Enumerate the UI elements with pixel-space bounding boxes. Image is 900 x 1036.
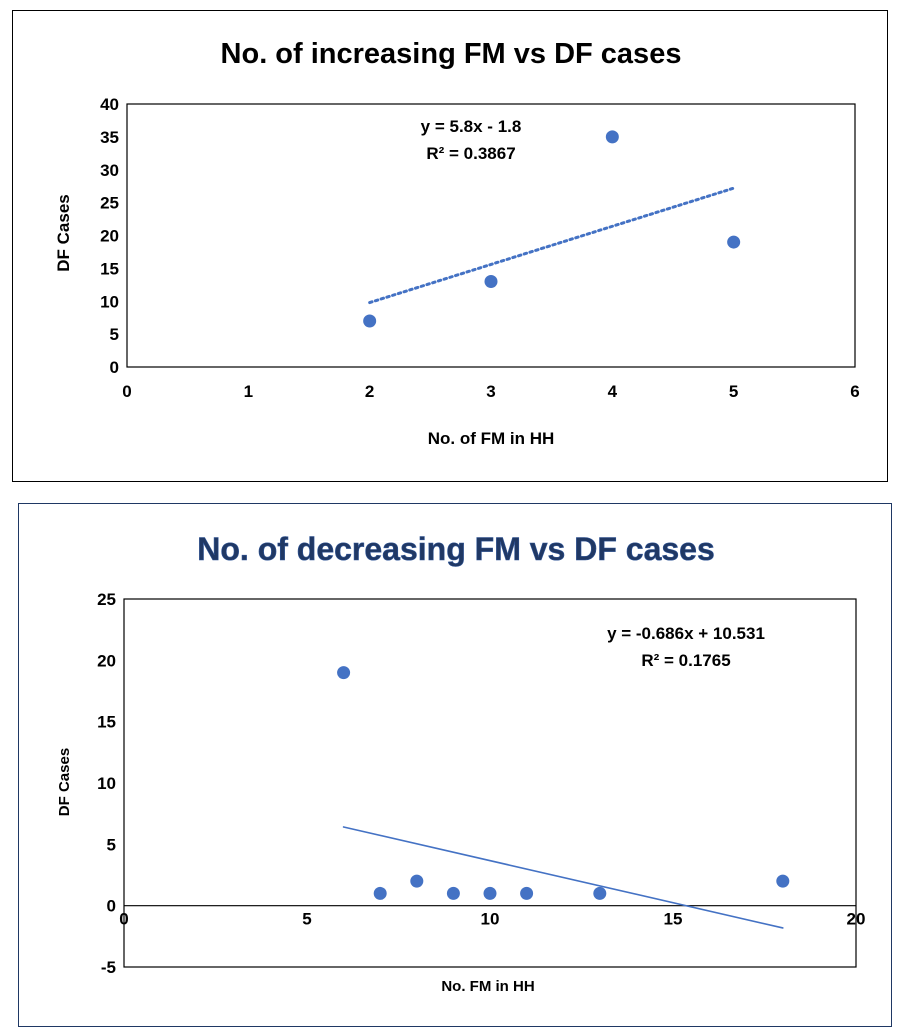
chart-2-trendline-equation: y = -0.686x + 10.531 [607, 624, 765, 643]
chart-2-x-tick-label: 5 [302, 910, 311, 929]
chart-2-data-point [776, 874, 790, 888]
chart-2-data-point [373, 886, 387, 900]
chart-1-trendline [368, 186, 736, 305]
chart-2-x-axis-label: No. FM in HH [441, 978, 534, 995]
chart-2-svg: No. of decreasing FM vs DF cases 0 5 10 15 2… [56, 531, 866, 995]
chart-2-data-point [337, 666, 351, 680]
chart-2-x-tick-label: 15 [664, 910, 683, 929]
chart-2-data-point [446, 886, 460, 900]
chart-1-plot-area [126, 103, 856, 368]
chart-2-title: No. of decreasing FM vs DF cases [197, 531, 715, 567]
chart-1-x-tick-label: 5 [729, 382, 738, 401]
chart-2-panel: No. of decreasing FM vs DF cases 0 5 10 15 2… [18, 503, 892, 1027]
chart-2-y-tick-label: 5 [107, 835, 116, 854]
chart-1-y-tick-label: 40 [100, 95, 119, 114]
chart-2-data-point [410, 874, 424, 888]
chart-2-data-point [520, 886, 534, 900]
chart-1-data-point [605, 130, 619, 144]
chart-2-y-tick-label: 0 [107, 897, 116, 916]
chart-1-y-tick-label: 35 [100, 128, 119, 147]
chart-1-data-point [727, 235, 741, 249]
chart-1-y-tick-label: 5 [110, 325, 119, 344]
chart-2-trendline [342, 826, 784, 929]
chart-1-data-point [363, 314, 377, 328]
chart-2-x-tick-label: 20 [847, 910, 866, 929]
chart-1-x-tick-label: 2 [365, 382, 374, 401]
chart-1-y-tick-label: 10 [100, 292, 119, 311]
chart-2-y-axis-label: DF Cases [56, 748, 73, 816]
chart-1-panel: No. of increasing FM vs DF cases 0 1 2 3 4 5 6… [12, 10, 888, 482]
chart-2-y-tick-label: 10 [97, 774, 116, 793]
chart-1-x-tick-label: 6 [850, 382, 859, 401]
chart-1-y-tick-label: 25 [100, 194, 119, 213]
chart-1-trendline-equation: y = 5.8x - 1.8 [421, 117, 522, 136]
chart-2-x-tick-label: 10 [481, 910, 500, 929]
chart-1-y-tick-label: 15 [100, 259, 119, 278]
chart-1-x-tick-label: 4 [608, 382, 618, 401]
chart-2-x-tick-label: 0 [119, 910, 128, 929]
chart-1-x-tick-label: 0 [122, 382, 131, 401]
chart-2-data-point [483, 886, 497, 900]
chart-2-data-point [593, 886, 607, 900]
chart-1-trendline-r-squared: R² = 0.3867 [426, 144, 515, 163]
chart-1-y-tick-label: 30 [100, 161, 119, 180]
chart-1-title: No. of increasing FM vs DF cases [221, 38, 682, 70]
chart-1-x-tick-label: 1 [244, 382, 253, 401]
chart-1-y-axis-label: DF Cases [54, 194, 73, 271]
chart-1-y-tick-label: 0 [110, 358, 119, 377]
chart-2-y-tick-label: 15 [97, 713, 116, 732]
chart-2-y-tick-label: 20 [97, 651, 116, 670]
chart-1-data-point [484, 275, 498, 289]
chart-2-trendline-r-squared: R² = 0.1765 [641, 651, 730, 670]
chart-1-y-tick-label: 20 [100, 227, 119, 246]
chart-2-plot-area [123, 598, 857, 968]
chart-1-x-axis-label: No. of FM in HH [428, 429, 555, 448]
chart-2-y-tick-label: 25 [97, 590, 116, 609]
chart-1-x-tick-label: 3 [486, 382, 495, 401]
chart-1-svg: No. of increasing FM vs DF cases 0 1 2 3 4 5 6… [54, 38, 860, 448]
chart-2-y-tick-label: -5 [101, 958, 116, 977]
